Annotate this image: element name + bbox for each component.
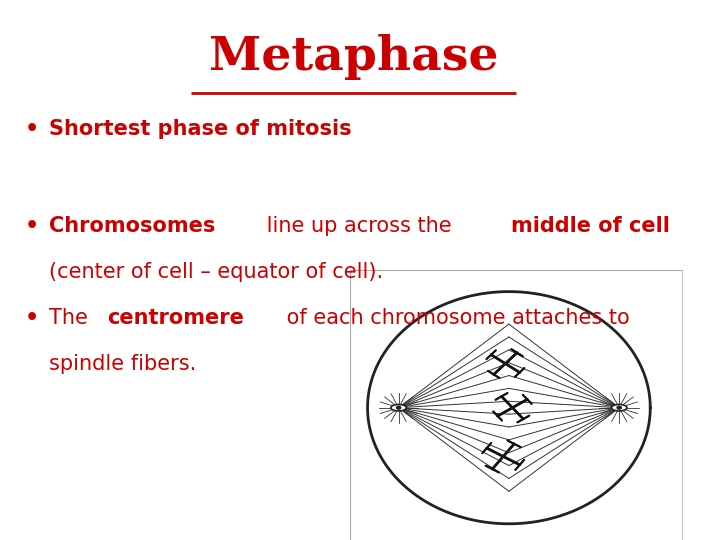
Text: middle of cell: middle of cell	[511, 216, 670, 236]
Ellipse shape	[611, 404, 627, 411]
Text: (center of cell – equator of cell).: (center of cell – equator of cell).	[50, 262, 384, 282]
Text: •: •	[24, 308, 39, 328]
Text: •: •	[24, 216, 39, 236]
Circle shape	[396, 406, 402, 410]
Text: •: •	[24, 119, 39, 139]
FancyBboxPatch shape	[350, 270, 682, 540]
Text: The: The	[50, 308, 95, 328]
Text: line up across the: line up across the	[260, 216, 459, 236]
Text: Shortest phase of mitosis: Shortest phase of mitosis	[50, 119, 352, 139]
Text: Metaphase: Metaphase	[209, 33, 498, 80]
Ellipse shape	[391, 404, 406, 411]
Text: of each chromosome attaches to: of each chromosome attaches to	[281, 308, 630, 328]
Text: centromere: centromere	[107, 308, 244, 328]
Text: Chromosomes: Chromosomes	[50, 216, 216, 236]
Text: spindle fibers.: spindle fibers.	[50, 354, 197, 374]
Circle shape	[616, 406, 622, 410]
